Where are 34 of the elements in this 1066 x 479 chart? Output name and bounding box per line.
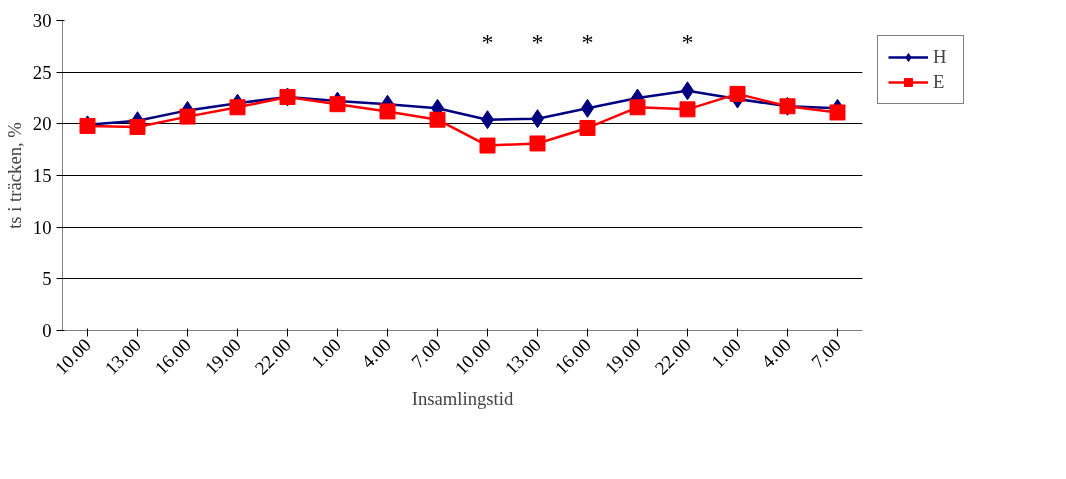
point: [429, 111, 446, 128]
point: [379, 103, 396, 120]
annotation: *: [681, 28, 694, 55]
x-tick-label: 1.00: [306, 334, 345, 372]
point: [629, 99, 646, 116]
y-axis-title: ts i träcken, %: [3, 122, 25, 229]
x-tick-label: 1.00: [706, 334, 745, 372]
point: [179, 108, 196, 125]
point: [729, 85, 746, 102]
y-tick-label: 25: [32, 61, 52, 83]
legend-label: E: [933, 71, 946, 93]
y-tick-label: 15: [32, 165, 52, 186]
point: [679, 101, 696, 118]
point: [479, 137, 496, 154]
annotation: *: [531, 28, 544, 55]
x-tick-label: 7.00: [806, 334, 845, 372]
point: [229, 99, 246, 116]
y-tick-label: 20: [32, 113, 52, 135]
annotation: *: [481, 28, 494, 55]
point: [129, 118, 146, 135]
legend-label: H: [933, 46, 948, 68]
point: [829, 104, 846, 121]
point: [329, 96, 346, 113]
y-tick-label: 30: [32, 10, 52, 31]
x-tick-label: 4.00: [756, 334, 795, 372]
point: [579, 119, 596, 136]
x-axis-title: Insamlingstid: [411, 388, 514, 410]
y-tick-label: 5: [42, 268, 52, 290]
x-tick-label: 7.00: [406, 334, 445, 372]
y-tick-label: 0: [42, 320, 52, 341]
point: [529, 135, 546, 152]
x-tick-label: 4.00: [356, 334, 395, 372]
annotation: *: [581, 28, 594, 55]
y-tick-label: 10: [32, 216, 52, 238]
